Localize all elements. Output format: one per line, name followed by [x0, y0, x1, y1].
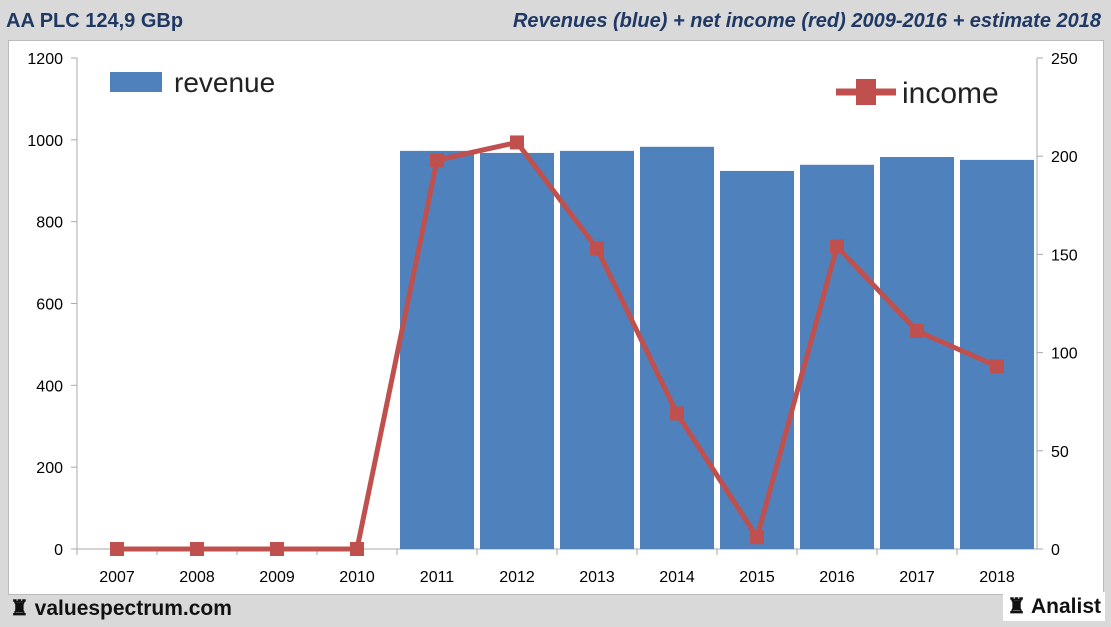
- left-tick-label: 600: [36, 297, 63, 314]
- income-point: [910, 323, 924, 338]
- right-tick-label: 100: [1051, 346, 1078, 363]
- income-point: [830, 239, 844, 254]
- left-tick-label: 1200: [27, 51, 63, 68]
- left-tick-label: 200: [36, 460, 63, 477]
- right-tick-label: 200: [1051, 149, 1078, 166]
- x-tick-label: 2013: [579, 569, 615, 586]
- income-point: [670, 406, 684, 421]
- left-tick-label: 0: [54, 542, 63, 559]
- x-tick-label: 2015: [739, 569, 775, 586]
- x-tick-label: 2007: [99, 569, 135, 586]
- legend-income-marker: [856, 79, 876, 105]
- income-point: [990, 359, 1004, 374]
- x-tick-label: 2017: [899, 569, 935, 586]
- left-tick-label: 1000: [27, 133, 63, 150]
- chess-rook-icon: ♜: [10, 597, 29, 620]
- x-tick-label: 2009: [259, 569, 295, 586]
- analist-logo: ♜ Analist: [1003, 592, 1105, 621]
- revenue-bar: [800, 164, 874, 550]
- legend-revenue-swatch: [110, 72, 162, 92]
- income-point: [750, 530, 764, 545]
- left-tick-label: 400: [36, 378, 63, 395]
- income-point: [270, 542, 284, 556]
- x-tick-label: 2008: [179, 569, 215, 586]
- x-tick-label: 2014: [659, 569, 695, 586]
- income-point: [590, 241, 604, 256]
- x-tick-label: 2011: [420, 569, 455, 586]
- brand-text: valuespectrum.com: [34, 597, 232, 620]
- revenue-bar: [400, 150, 474, 549]
- chess-rook-icon: ♜: [1007, 595, 1026, 618]
- revenue-bar: [720, 170, 794, 549]
- revenue-bar: [480, 152, 554, 549]
- income-point: [430, 153, 444, 168]
- right-tick-label: 150: [1051, 247, 1078, 264]
- income-point: [110, 542, 124, 556]
- revenue-bar: [880, 157, 954, 550]
- legend-income-label: income: [902, 77, 999, 110]
- income-point: [350, 542, 364, 556]
- x-tick-label: 2012: [499, 569, 535, 586]
- right-tick-label: 0: [1051, 542, 1060, 559]
- analist-text: Analist: [1030, 595, 1101, 618]
- income-point: [510, 135, 524, 150]
- legend-revenue-label: revenue: [174, 67, 275, 98]
- x-tick-label: 2016: [819, 569, 855, 586]
- revenue-bar: [640, 146, 714, 549]
- x-tick-label: 2010: [339, 569, 375, 586]
- x-tick-label: 2018: [979, 569, 1015, 586]
- brand: ♜ valuespectrum.com: [10, 596, 232, 621]
- left-tick-label: 800: [36, 215, 63, 232]
- chart-subtitle: Revenues (blue) + net income (red) 2009-…: [512, 10, 1101, 32]
- right-tick-label: 250: [1051, 51, 1078, 68]
- chart-title: AA PLC 124,9 GBp: [6, 10, 184, 32]
- right-tick-label: 50: [1051, 444, 1069, 461]
- income-line: [117, 139, 999, 552]
- income-point: [190, 542, 204, 556]
